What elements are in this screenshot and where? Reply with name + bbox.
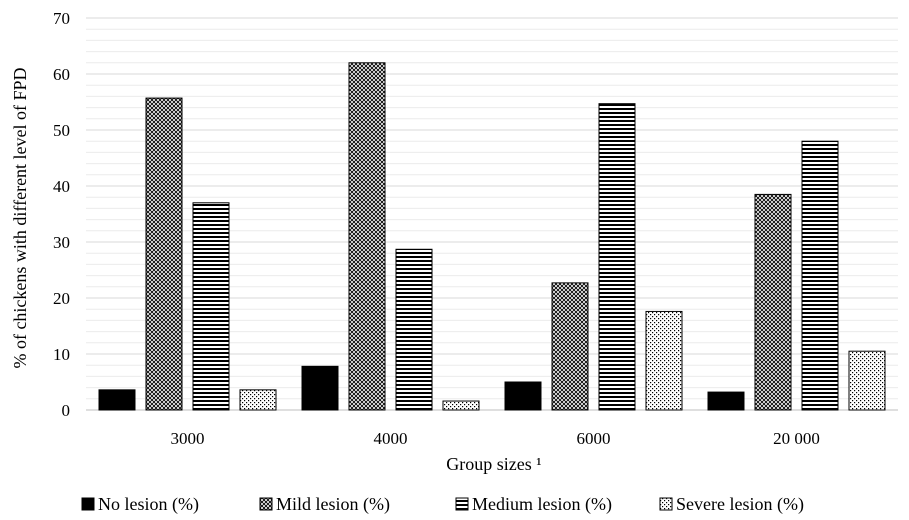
y-tick-label: 60 [53,65,70,84]
bar-solid-20000 [707,391,745,411]
x-tick-labels: 3000 4000 6000 20 000 [171,429,820,448]
bar-solid-6000 [504,381,542,411]
x-axis-title: Group sizes ¹ [446,454,541,474]
y-tick-label: 40 [53,177,70,196]
bar-dots-20000 [848,350,886,411]
bar-dots-6000 [645,310,683,411]
bar-crosshatch-4000 [348,62,386,411]
legend-label: Medium lesion (%) [472,494,612,515]
x-tick-label: 6000 [577,429,611,448]
bar-solid-3000 [98,389,136,411]
bar-horizontal-stripes-6000 [598,103,636,411]
legend-swatch [455,497,469,511]
legend-swatch [259,497,273,511]
legend-label: Mild lesion (%) [276,494,390,515]
y-tick-label: 70 [53,9,70,28]
bar-solid-4000 [301,365,339,411]
legend-swatch [659,497,673,511]
y-tick-label: 0 [62,401,71,420]
y-tick-label: 20 [53,289,70,308]
bar-dots-4000 [442,400,480,411]
bars [98,62,886,411]
bar-horizontal-stripes-20000 [801,140,839,411]
bar-horizontal-stripes-4000 [395,248,433,411]
x-tick-label: 20 000 [773,429,820,448]
bar-crosshatch-6000 [551,282,589,411]
x-tick-label: 4000 [374,429,408,448]
bar-crosshatch-20000 [754,193,792,411]
bar-horizontal-stripes-3000 [192,202,230,411]
y-tick-labels: 0 10 20 30 40 50 60 70 [53,9,70,420]
legend-label: No lesion (%) [98,494,199,515]
legend-label: Severe lesion (%) [676,494,804,515]
y-axis-title: % of chickens with different level of FP… [10,67,30,368]
legend: No lesion (%) Mild lesion (%) Medium lesio… [81,494,804,515]
x-tick-label: 3000 [171,429,205,448]
bar-crosshatch-3000 [145,97,183,411]
bar-dots-3000 [239,389,277,411]
y-tick-label: 30 [53,233,70,252]
y-tick-label: 50 [53,121,70,140]
legend-swatch [81,497,95,511]
y-tick-label: 10 [53,345,70,364]
